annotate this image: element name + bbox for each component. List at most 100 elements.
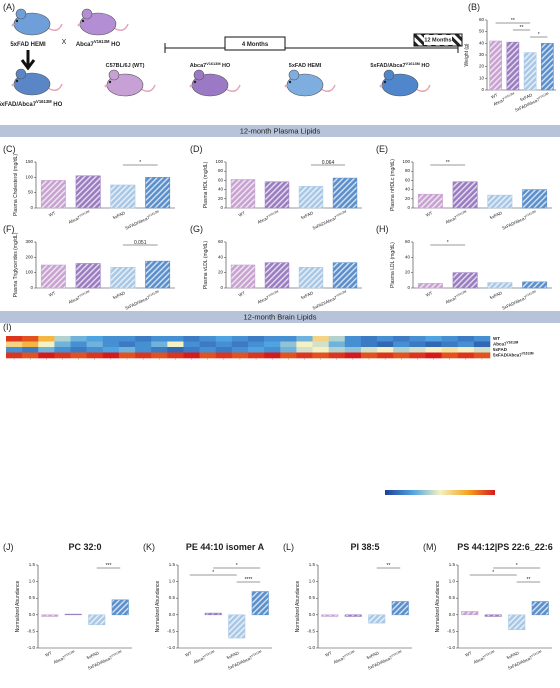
bar (298, 266, 324, 289)
heatmap-cell (377, 352, 394, 359)
significance-label: ** (387, 564, 391, 570)
y-tick-label: 0.0 (309, 612, 316, 617)
panel-letter: (B) (468, 2, 480, 12)
x-tick-label: Abca7V1613M (256, 289, 280, 305)
mouse-ear (108, 69, 120, 81)
y-tick-label: -1.0 (167, 645, 175, 650)
x-tick-label: Abca7V1613M (67, 289, 91, 305)
y-axis-label: Normalized Abundance (15, 580, 21, 632)
x-tick-label: Abca7V1613M (52, 649, 76, 665)
parent-label: 5xFAD HEMI (10, 42, 46, 48)
heatmap-cell (377, 341, 394, 348)
x-tick-label: WT (44, 650, 53, 658)
group-label: 5xFAD HEMI (289, 63, 322, 69)
x-tick-label: 5xFAD (112, 210, 126, 220)
heatmap-cell (296, 347, 313, 353)
heatmap-cell (54, 352, 71, 359)
heatmap-cell (151, 336, 168, 342)
section-header-bg (0, 311, 560, 323)
bar (40, 180, 66, 209)
y-tick-label: 100 (215, 159, 223, 164)
y-tick-label: 300 (25, 239, 33, 244)
heatmap-cell (183, 336, 200, 342)
mouse-icon (379, 69, 431, 97)
y-tick-label: 0 (407, 285, 410, 290)
heatmap-cell (280, 341, 297, 348)
x-tick-label: Abca7V1613M (472, 649, 496, 665)
y-tick-label: -0.5 (447, 629, 455, 634)
y-tick-label: 0 (220, 205, 223, 210)
y-tick-label: -0.5 (307, 629, 315, 634)
bar (332, 177, 358, 209)
chart-title: PC 32:0 (68, 542, 101, 552)
heatmap-cell (167, 341, 184, 348)
x-tick-label: Abca7V1613M (444, 289, 468, 305)
heatmap-cell (409, 341, 426, 348)
heatmap-cell (231, 352, 249, 359)
x-tick-label: Abca7V1613M (192, 649, 216, 665)
y-axis-label: Normalized Abundance (155, 580, 161, 632)
y-tick-label: 0 (407, 205, 410, 210)
group-label: C57BL/6J (WT) (106, 63, 145, 69)
x-tick-label: 5xFAD (489, 290, 503, 300)
x-tick-label: 5xFAD (300, 210, 314, 220)
heatmap-cell (296, 336, 313, 342)
time-box (224, 36, 286, 51)
heatmap-cell (248, 352, 265, 359)
x-tick-label: WT (464, 650, 473, 658)
y-tick-label: 80 (218, 168, 224, 173)
heatmap-cell (296, 352, 313, 359)
heatmap-cell (344, 347, 362, 353)
mouse-nose (77, 23, 81, 27)
heatmap-cell (328, 341, 346, 348)
bar (64, 613, 82, 616)
heatmap-cell (86, 341, 104, 348)
y-tick-label: -0.5 (167, 629, 175, 634)
panel-letter: (L) (283, 542, 294, 552)
heatmap-cell (38, 341, 55, 348)
y-tick-label: 1.5 (169, 562, 176, 567)
y-tick-label: 20 (479, 64, 485, 69)
mouse-tail (320, 84, 336, 92)
heatmap-cell (22, 352, 39, 359)
mouse-icon (104, 69, 156, 97)
heatmap-cell (215, 347, 233, 353)
bar (508, 614, 526, 631)
heatmap-cell (22, 347, 39, 353)
x-tick-label: Abca7V1613M (332, 649, 356, 665)
heatmap-cell (425, 341, 442, 348)
y-tick-label: 60 (405, 178, 411, 183)
x-tick-label: Abca7V1613M (492, 91, 516, 107)
bar (452, 272, 478, 289)
significance-label: 0.064 (322, 161, 335, 167)
heatmap-cell (70, 352, 87, 359)
heatmap-cell (312, 352, 329, 359)
heatmap-cell (312, 336, 329, 342)
heatmap-cell (118, 347, 136, 353)
significance-label: **** (245, 578, 253, 584)
mouse-ear (193, 69, 205, 81)
y-tick-label: 80 (405, 168, 411, 173)
bar (40, 264, 66, 289)
mouse-nose (379, 84, 383, 88)
heatmap-cell (328, 347, 346, 353)
heatmap-cell (441, 336, 459, 342)
x-tick-label: Abca7V1613M (256, 209, 280, 225)
heatmap-cell (248, 347, 265, 353)
y-tick-label: 20 (218, 196, 224, 201)
x-tick-label: 5xFAD/Abca7V1613M (124, 209, 161, 231)
heatmap-cell (135, 352, 152, 359)
heatmap-cell (393, 341, 410, 348)
y-tick-label: 20 (405, 270, 411, 275)
y-tick-label: 100 (402, 159, 410, 164)
y-tick-label: 0.5 (169, 595, 176, 600)
y-axis-label: Normalized Abundance (435, 580, 441, 632)
bar (111, 599, 129, 616)
heatmap-cell (264, 352, 281, 359)
heatmap-cell (118, 336, 136, 342)
bar (145, 177, 171, 209)
bar (489, 40, 502, 91)
heatmap-cell (360, 347, 378, 353)
heatmap-cell (457, 336, 475, 342)
y-tick-label: 40 (218, 187, 224, 192)
